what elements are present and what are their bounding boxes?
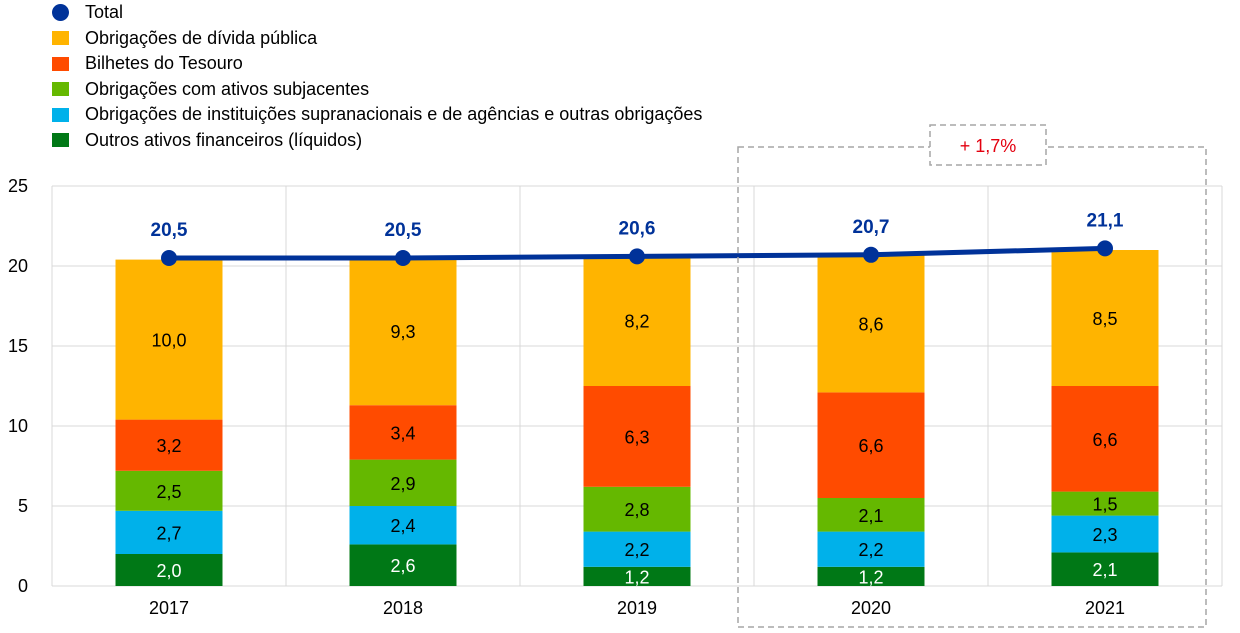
total-line: 20,5 20,5 20,6 20,7 21,1	[151, 210, 1124, 266]
bar-data-label: 2,1	[1092, 560, 1117, 580]
bar-data-label: 1,5	[1092, 495, 1117, 515]
total-data-label: 20,6	[619, 218, 656, 239]
bar-segment	[1051, 491, 1159, 516]
bar-data-label: 2,4	[390, 516, 415, 536]
bar-segment	[1051, 515, 1159, 553]
y-tick-label: 10	[8, 416, 28, 436]
bar-data-label: 2,1	[858, 506, 883, 526]
legend-swatch	[52, 82, 69, 97]
x-tick-label: 2021	[1085, 598, 1125, 618]
bar-segment	[817, 392, 925, 498]
bar-segment	[583, 531, 691, 567]
growth-annotation: + 1,7%	[737, 124, 1207, 628]
bar-data-label: 2,2	[858, 540, 883, 560]
legend-swatch	[52, 56, 69, 71]
x-tick-label: 2018	[383, 598, 423, 618]
bar-data-label: 2,3	[1092, 525, 1117, 545]
bar-segment	[817, 566, 925, 586]
bar-segment	[817, 498, 925, 532]
bar-segment	[1051, 552, 1159, 586]
bar-data-label: 3,4	[390, 423, 415, 443]
legend-item: Total	[52, 0, 702, 26]
bar-segment	[115, 259, 223, 420]
total-data-label: 20,5	[385, 220, 422, 241]
y-tick-label: 5	[18, 496, 28, 516]
axes: 0 5 10 15 20 25 2017 2018 2019 2020 2021	[8, 176, 1125, 618]
bar-segment	[583, 486, 691, 532]
legend-swatch	[52, 107, 69, 122]
bar-data-label: 1,2	[858, 567, 883, 587]
legend-label: Total	[85, 2, 124, 23]
bar-segment	[349, 256, 457, 406]
legend-swatch	[52, 133, 69, 148]
bar-data-label: 2,0	[156, 561, 181, 581]
total-data-label: 20,5	[151, 220, 188, 241]
legend-label: Outros ativos financeiros (líquidos)	[85, 129, 363, 150]
bar-segment	[115, 419, 223, 471]
legend-item: Outros ativos financeiros (líquidos)	[52, 128, 702, 154]
bar-data-label: 6,3	[624, 427, 649, 447]
bar-data-label: 2,6	[390, 556, 415, 576]
legend-item: Bilhetes do Tesouro	[52, 51, 702, 77]
bar-data-label: 8,6	[858, 315, 883, 335]
total-point	[1097, 240, 1113, 257]
y-tick-label: 20	[8, 256, 28, 276]
total-data-label: 21,1	[1087, 210, 1124, 231]
bar-segment	[349, 506, 457, 545]
legend-label: Obrigações de dívida pública	[85, 27, 318, 48]
bar-segment	[817, 254, 925, 393]
bar-segment	[817, 531, 925, 567]
bar-segment	[1051, 386, 1159, 492]
x-tick-label: 2020	[851, 598, 891, 618]
total-point	[863, 246, 879, 263]
legend-dot-marker	[52, 4, 69, 22]
legend-item: Obrigações de dívida pública	[52, 26, 702, 52]
bar-data-label: 9,3	[390, 322, 415, 342]
legend-swatch	[52, 31, 69, 46]
bar-data-label: 10,0	[151, 331, 186, 351]
bar-data-label: 2,5	[156, 482, 181, 502]
bar-segment	[1051, 250, 1159, 386]
bars: 2,0 2,7 2,5 3,2 10,0 2,6 2,4 2,9 3,4 9,3 1,2 2,2 2,8…	[115, 250, 1159, 587]
x-tick-label: 2019	[617, 598, 657, 618]
bar-segment	[583, 254, 691, 386]
y-tick-label: 0	[18, 576, 28, 596]
legend-item: Obrigações de instituições supranacionai…	[52, 102, 702, 128]
bar-data-label: 2,7	[156, 523, 181, 543]
legend-label: Obrigações de instituições supranacionai…	[85, 104, 703, 125]
legend: Total Obrigações de dívida pública Bilhete…	[52, 0, 702, 153]
bar-data-label: 1,2	[624, 567, 649, 587]
legend-label: Obrigações com ativos subjacentes	[85, 78, 370, 99]
bar-segment	[583, 566, 691, 586]
bar-data-label: 8,5	[1092, 309, 1117, 329]
annotation-label-box	[929, 124, 1047, 166]
bar-data-label: 6,6	[858, 436, 883, 456]
legend-item: Obrigações com ativos subjacentes	[52, 77, 702, 103]
bar-segment	[349, 544, 457, 586]
bar-segment	[115, 510, 223, 554]
total-point	[161, 250, 177, 266]
total-point	[629, 248, 645, 265]
bar-data-label: 3,2	[156, 436, 181, 456]
bar-segment	[115, 554, 223, 586]
bar-segment	[583, 386, 691, 487]
bar-segment	[115, 470, 223, 511]
total-data-label: 20,7	[853, 217, 890, 238]
bar-data-label: 2,9	[390, 474, 415, 494]
bar-data-label: 2,8	[624, 500, 649, 520]
bar-data-label: 6,6	[1092, 430, 1117, 450]
legend-label: Bilhetes do Tesouro	[85, 53, 243, 74]
bar-segment	[349, 459, 457, 506]
total-point	[395, 250, 411, 266]
annotation-text: + 1,7%	[960, 136, 1017, 156]
x-tick-label: 2017	[149, 598, 189, 618]
bar-data-label: 8,2	[624, 311, 649, 331]
bar-segment	[349, 405, 457, 460]
y-tick-label: 15	[8, 336, 28, 356]
bar-data-label: 2,2	[624, 540, 649, 560]
y-tick-label: 25	[8, 176, 28, 196]
